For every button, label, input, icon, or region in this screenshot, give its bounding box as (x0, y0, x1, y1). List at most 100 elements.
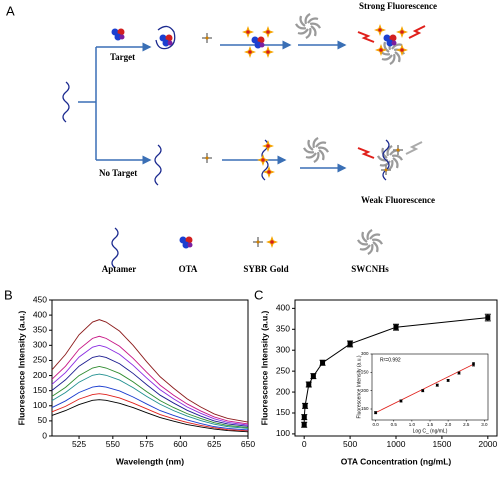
branch-label: Target (110, 52, 135, 62)
y-tick-label: 250 (361, 370, 369, 375)
data-point (301, 422, 307, 428)
y-tick-label: 250 (276, 365, 290, 375)
x-tick-label: 2.0 (445, 422, 452, 427)
branch-label: No Target (99, 168, 137, 178)
data-point (302, 403, 308, 409)
data-point (301, 414, 307, 420)
x-tick-label: 650 (241, 439, 255, 449)
x-axis-label: OTA Concentration (ng/mL) (341, 456, 452, 466)
x-tick-label: 525 (72, 439, 86, 449)
fit-line (375, 363, 474, 414)
y-tick-label: 300 (276, 344, 290, 354)
spectrum-line (51, 355, 249, 427)
y-tick-label: 250 (33, 355, 47, 365)
data-point (485, 315, 491, 321)
dye-icon (201, 32, 213, 44)
data-point (421, 389, 425, 392)
spectrum-line (51, 366, 249, 428)
outcome-label: Weak Fluorescence (361, 195, 435, 205)
data-point (435, 383, 439, 387)
y-tick-label: 100 (33, 400, 47, 410)
x-tick-label: 550 (106, 439, 120, 449)
y-tick-label: 150 (276, 407, 290, 417)
y-tick-label: 150 (33, 385, 47, 395)
dye-icon (201, 152, 213, 164)
plot-frame (371, 353, 489, 421)
y-tick-label: 350 (33, 324, 47, 334)
swcnh-icon (294, 12, 322, 40)
y-tick-label: 100 (276, 428, 290, 438)
data-point (347, 341, 353, 347)
spectrum-line (51, 385, 249, 431)
y-tick-label: 350 (276, 324, 290, 334)
data-point (393, 324, 399, 330)
y-tick-label: 300 (361, 351, 369, 356)
data-point (320, 360, 326, 366)
outcome-label: Strong Fluorescence (359, 1, 437, 11)
legend-label: Aptamer (102, 264, 137, 274)
x-tick-label: 1.0 (409, 422, 416, 427)
spectrum-line (51, 393, 249, 432)
aptamer-icon (111, 227, 119, 269)
ota-icon (179, 236, 193, 249)
legend-label: SYBR Gold (243, 264, 288, 274)
y-axis-label: Fluorescence Intensity (a.u.) (16, 310, 26, 425)
data-point (310, 373, 316, 379)
x-axis-label: Log C_ (ng/mL) (413, 428, 448, 434)
y-axis-label: Fluorescence Intensity (a.u.) (259, 310, 269, 425)
y-tick-label: 400 (33, 309, 47, 319)
y-tick-label: 450 (33, 294, 47, 304)
x-tick-label: 2.5 (463, 422, 470, 427)
data-point (472, 362, 475, 366)
x-tick-label: 1000 (387, 439, 406, 449)
y-tick-label: 50 (38, 415, 48, 425)
complex (155, 25, 176, 50)
data-point (306, 382, 312, 388)
y-tick-label: 300 (33, 340, 47, 350)
x-tick-label: 0 (302, 439, 307, 449)
data-point (374, 411, 377, 414)
y-tick-label: 200 (33, 370, 47, 380)
y-tick-label: 200 (361, 388, 369, 393)
x-tick-label: 1500 (432, 439, 451, 449)
x-tick-label: 0.5 (391, 422, 398, 427)
panel-label: C (254, 287, 263, 302)
spectrum-line (51, 319, 249, 423)
data-point (399, 399, 403, 403)
branch (78, 47, 97, 160)
x-tick-label: 600 (173, 439, 187, 449)
y-axis-label: Fluorescence Intensity (a.u.) (356, 355, 362, 418)
annotation: R²=0.992 (380, 357, 401, 363)
sybr-icon (252, 236, 278, 248)
x-axis-label: Wavelength (nm) (116, 456, 184, 466)
plot-frame (51, 299, 249, 437)
spectrum-line (51, 373, 249, 429)
weak-result (357, 139, 423, 181)
ota-icon (111, 28, 125, 41)
x-tick-label: 500 (343, 439, 357, 449)
strong-result (357, 24, 426, 66)
swcnh-icon (356, 228, 384, 256)
legend-label: SWCNHs (351, 264, 389, 274)
y-tick-label: 150 (361, 406, 369, 411)
y-tick-label: 0 (42, 430, 47, 440)
scheme (62, 12, 426, 269)
x-tick-label: 3.0 (481, 422, 488, 427)
spectrum-line (51, 335, 249, 425)
x-tick-label: 625 (207, 439, 221, 449)
panel-label: A (6, 3, 15, 18)
y-tick-label: 200 (276, 386, 290, 396)
x-tick-label: 2000 (478, 439, 497, 449)
complex-dyed (242, 26, 274, 58)
x-tick-label: 0.0 (372, 422, 379, 427)
data-point (457, 371, 461, 375)
aptamer-icon (154, 144, 162, 186)
panel-label: B (4, 287, 13, 302)
legend-label: OTA (179, 264, 198, 274)
spectrum-line (51, 399, 249, 433)
swcnh-icon (302, 136, 330, 164)
spectrum-line (51, 344, 249, 426)
x-tick-label: 575 (140, 439, 154, 449)
aptamer-icon (62, 81, 70, 123)
